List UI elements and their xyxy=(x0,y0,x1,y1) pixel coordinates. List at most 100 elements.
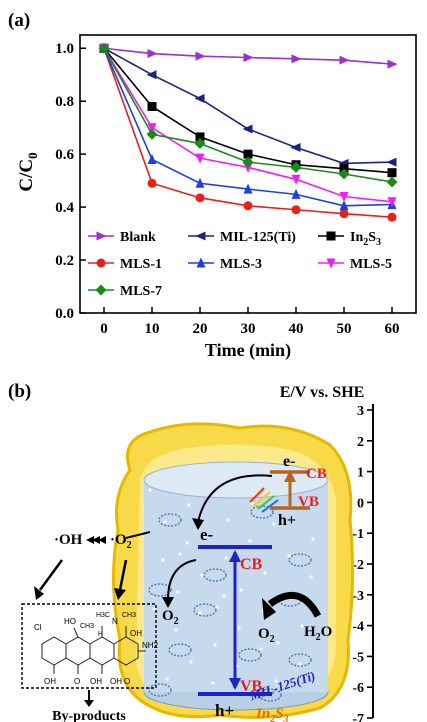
legend-marker-mls-3 xyxy=(196,257,206,268)
tetracycline-structure xyxy=(41,626,146,674)
framework-dot xyxy=(248,539,252,543)
framework-dot xyxy=(215,605,219,609)
framework-dot xyxy=(200,573,204,577)
energy-tick-label: -2 xyxy=(352,558,364,573)
energy-tick-label: 2 xyxy=(357,435,364,450)
framework-dot xyxy=(165,677,169,681)
point-mls-7 xyxy=(386,176,398,188)
mol-ch3b: CH3 xyxy=(122,612,136,619)
mil-arrow-up-head xyxy=(229,550,241,562)
in2s3-vb-label: VB xyxy=(298,494,319,510)
mol-h3c: H3C xyxy=(96,612,110,619)
o2-top: ·O2- xyxy=(110,530,135,551)
h2o-o: O xyxy=(321,624,333,640)
x-ticks: 0 10 20 30 40 50 60 xyxy=(100,307,400,337)
point-mls-1 xyxy=(291,205,301,215)
h2o-sub: 2 xyxy=(316,632,321,643)
point-mls-7 xyxy=(338,168,350,180)
point-mls-3 xyxy=(291,188,301,199)
point-mls-7 xyxy=(242,156,254,168)
framework-dot xyxy=(298,662,302,666)
in2s3-electron: e- xyxy=(283,453,295,470)
point-blank xyxy=(291,54,302,64)
point-mls-3 xyxy=(339,200,349,211)
mil-vb-label: VB xyxy=(240,678,263,695)
y-tick-label: 0.4 xyxy=(55,200,74,216)
point-mls-3 xyxy=(195,177,205,188)
x-tick-label: 10 xyxy=(145,321,160,337)
mol-n: N xyxy=(112,617,118,626)
in2s3-name-sub2: 3 xyxy=(283,714,289,722)
series-line-mil-125-ti xyxy=(103,47,393,165)
mol-oh4: OH xyxy=(110,677,122,686)
point-mls-7 xyxy=(290,161,302,173)
energy-tick-label: 3 xyxy=(357,404,364,419)
mol-o1: O xyxy=(74,677,80,686)
framework-ring xyxy=(288,653,312,667)
point-mls-1 xyxy=(147,178,157,188)
legend-marker-in2s3 xyxy=(326,231,336,241)
energy-tick-label: -4 xyxy=(352,620,364,635)
mol-o2: O xyxy=(124,677,130,686)
framework-dot xyxy=(189,660,193,664)
mil-cylinder-top xyxy=(143,461,329,499)
point-blank xyxy=(387,59,398,69)
framework-dot xyxy=(213,643,217,647)
energy-axis-title: E/V vs. SHE xyxy=(280,384,365,401)
y-tick-label: 0.2 xyxy=(55,253,74,269)
point-mls-3 xyxy=(147,153,157,164)
point-blank xyxy=(243,53,254,63)
legend-label-blank: Blank xyxy=(120,230,156,245)
framework-dot xyxy=(237,626,241,630)
framework-dot xyxy=(174,628,178,632)
point-in2s3 xyxy=(387,168,397,178)
framework-dot xyxy=(263,571,267,575)
legend-label-mil-125-ti: MIL-125(Ti) xyxy=(220,230,296,245)
y-ticks: 0.0 0.2 0.4 0.6 0.8 1.0 xyxy=(55,41,86,322)
byproduct-arrowhead xyxy=(84,700,94,707)
point-in2s3 xyxy=(147,101,157,111)
in2s3-name-main: In xyxy=(255,706,270,722)
y-tick-label: 1.0 xyxy=(55,41,74,57)
mol-ho: HO xyxy=(64,617,76,626)
framework-dot xyxy=(259,647,263,651)
framework-dot xyxy=(152,607,156,611)
x-tick-label: 0 xyxy=(100,321,108,337)
oh-attack-arrowhead xyxy=(34,586,44,600)
o2-mid: O2 xyxy=(258,626,275,645)
o2-left-main: O xyxy=(162,608,174,624)
mol-cl: Cl xyxy=(34,623,42,632)
o2-top-sub: 2 xyxy=(127,540,132,551)
framework-ring xyxy=(148,583,172,597)
oh-attack-arrow xyxy=(38,559,64,591)
framework-ring xyxy=(193,603,217,617)
mol-nh2: NH2 xyxy=(142,641,159,650)
electron-transfer-arrow xyxy=(197,474,273,523)
point-mls-5 xyxy=(339,192,349,203)
point-mls-5 xyxy=(291,174,301,185)
mol-h: H xyxy=(98,631,103,638)
framework-ring xyxy=(203,568,227,582)
o2-attack-arrow xyxy=(118,559,128,591)
legend-marker-mil-125-ti xyxy=(195,231,206,241)
energy-tick-label: 1 xyxy=(357,466,364,481)
framework-dot xyxy=(150,645,154,649)
mol-oh1: OH xyxy=(130,629,142,638)
oh-radical: ·OH xyxy=(54,532,83,548)
point-mil-125-ti xyxy=(194,94,205,104)
point-mls-5 xyxy=(147,123,157,134)
legend-marker-mls-5 xyxy=(326,258,336,269)
legend-label-in2s3: In2S3 xyxy=(350,230,381,248)
panel-a-label: (a) xyxy=(8,10,30,31)
mil-cb-label: CB xyxy=(240,556,263,573)
legend-label-mls-7: MLS-7 xyxy=(120,284,162,299)
point-mls-1 xyxy=(243,201,253,211)
water-oxidation-arrow xyxy=(267,592,322,618)
light-rays xyxy=(249,487,279,513)
framework-ring xyxy=(288,553,312,567)
electron-transfer-arrowhead xyxy=(192,518,204,530)
mil-electron: e- xyxy=(200,525,214,544)
water-oxidation-arrowhead xyxy=(262,598,276,620)
y-axis-label: C/C0 xyxy=(16,152,40,191)
framework-ring xyxy=(168,643,192,657)
